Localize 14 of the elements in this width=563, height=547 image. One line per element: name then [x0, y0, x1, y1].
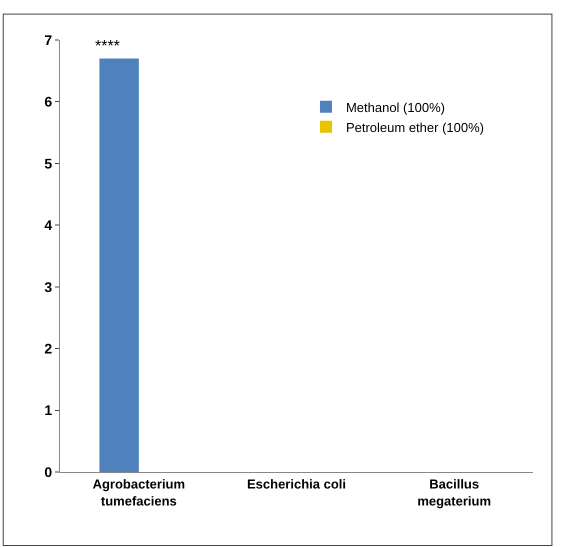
x-tick-label: Escherichia coli — [247, 476, 346, 492]
x-tick-label: Agrobacterium tumefaciens — [92, 476, 186, 508]
legend-label: Methanol (100%) — [346, 100, 445, 115]
y-tick-label: 3 — [44, 278, 52, 295]
legend-label: Petroleum ether (100%) — [346, 120, 484, 135]
y-tick-label: 0 — [44, 464, 52, 480]
y-tick-label: 5 — [44, 155, 52, 172]
y-tick-label: 7 — [44, 32, 52, 48]
annotation: **** — [95, 38, 120, 55]
x-tick-label: Bacillus megaterium — [417, 476, 492, 508]
y-tick-label: 4 — [44, 217, 52, 234]
y-tick-label: 1 — [44, 402, 52, 418]
y-tick-label: 6 — [44, 94, 52, 110]
y-tick-label: 2 — [44, 340, 52, 356]
